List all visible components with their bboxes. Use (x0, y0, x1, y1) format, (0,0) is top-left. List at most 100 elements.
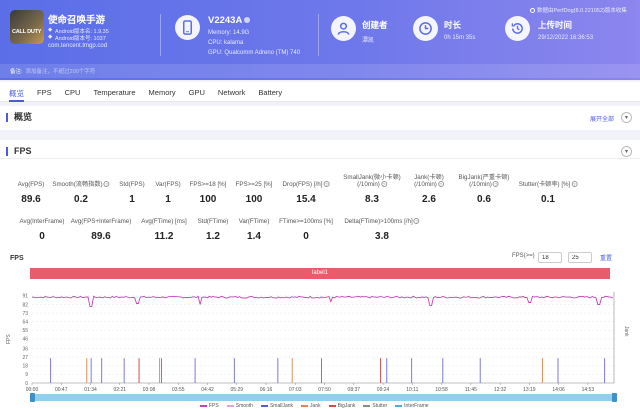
metric-label: Smooth(流畅指数)? (52, 181, 110, 188)
metric-value: 100 (199, 194, 217, 205)
metric-label: Std(FTime) (197, 218, 229, 225)
tab-battery[interactable]: Battery (258, 88, 283, 97)
fps-chart-title: FPS (10, 255, 24, 262)
fps-max-input[interactable] (568, 252, 592, 263)
x-tick-label: 14:06 (552, 387, 565, 393)
help-icon[interactable]: ? (413, 218, 420, 225)
x-tick-label: 10:11 (406, 387, 418, 393)
tab-memory[interactable]: Memory (148, 88, 176, 97)
time-range-slider[interactable] (32, 394, 614, 401)
legend-swatch (260, 405, 268, 407)
legend-label: InterFrame (404, 403, 429, 409)
history-icon (505, 16, 530, 41)
legend-swatch (301, 405, 309, 407)
reset-button[interactable]: 重置 (600, 256, 613, 262)
x-tick-label: 02:21 (114, 387, 127, 393)
x-tick-label: 12:32 (494, 387, 507, 393)
overview-title: 概览 (6, 113, 32, 122)
legend-item[interactable]: Smooth (226, 403, 253, 409)
app-icon-text: CALL DUTY (12, 29, 42, 35)
legend-swatch (363, 405, 371, 407)
tab-temperature[interactable]: Temperature (93, 88, 136, 97)
metric-value: 0 (303, 231, 309, 242)
legend-item[interactable]: Jank (301, 403, 321, 409)
fps-chart[interactable]: 91 82 73 64 55 46 36 27 18 9 0 FPS Jank 00:00 00:47 01:… (0, 282, 640, 394)
metric-label: Drop(FPS) [/h]? (282, 181, 330, 188)
x-tick-label: 14:53 (582, 387, 595, 393)
x-tick-label: 04:42 (201, 387, 214, 393)
metric-label: Delta(FTime)>100ms [/h]? (344, 218, 420, 225)
x-tick-label: 03:55 (172, 387, 185, 393)
metric-label: FPS>=25 [%] (235, 181, 273, 188)
x-tick-label: 05:29 (231, 387, 244, 393)
device-gpu: GPU: Qualcomm Adreno (TM) 740 (208, 50, 301, 56)
legend-item[interactable]: FPS (200, 403, 219, 409)
help-icon[interactable]: ? (437, 181, 444, 188)
metric-value: 89.6 (91, 231, 111, 242)
tab-overview[interactable]: 概览 (9, 82, 24, 102)
duration-label: 时长 (444, 20, 462, 30)
x-tick-label: 09:24 (377, 387, 390, 393)
fps-panel-title: FPS (6, 147, 32, 156)
tab-gpu[interactable]: GPU (188, 88, 205, 97)
x-tick-label: 13:19 (523, 387, 536, 393)
metric-label: Stutter(卡顿率) [%]? (518, 181, 578, 188)
legend-item[interactable]: InterFrame (395, 403, 429, 409)
legend-item[interactable]: BigJank (328, 403, 355, 409)
help-icon[interactable]: ? (571, 181, 578, 188)
help-icon[interactable]: ? (323, 181, 330, 188)
x-tick-label: 00:00 (26, 387, 39, 393)
header-divider (318, 14, 319, 56)
metric-label: Var(FPS) (155, 181, 181, 188)
header-divider (160, 14, 161, 56)
y-tick-label: 55 (22, 328, 28, 334)
metric-value: 0.2 (74, 194, 88, 205)
x-tick-label: 00:47 (55, 387, 68, 393)
metric-value: 1.4 (247, 231, 261, 242)
metric-value: 100 (245, 194, 263, 205)
legend-swatch (226, 405, 234, 407)
overview-collapse-button[interactable]: ▾ (621, 112, 632, 123)
metric-value: 8.3 (365, 194, 379, 205)
metric-value: 2.6 (422, 194, 436, 205)
note-bar[interactable]: 备注: 添加备注，不超过200个字符 (0, 64, 640, 78)
x-tick-label: 11:45 (465, 387, 477, 393)
expand-all-link[interactable]: 展开全部 (590, 117, 615, 123)
tab-fps[interactable]: FPS (37, 88, 52, 97)
metric-label: BigJank(严重卡顿) (/10min)? (458, 174, 510, 188)
upload-time-label: 上传时间 (538, 20, 573, 30)
tab-cpu[interactable]: CPU (64, 88, 81, 97)
legend-item[interactable]: SmallJank (260, 403, 293, 409)
legend-swatch (328, 405, 336, 407)
slider-handle-right[interactable] (612, 393, 617, 402)
help-icon[interactable]: ? (380, 181, 387, 188)
metric-label: Avg(FPS) (17, 181, 45, 188)
label-bar[interactable]: label1 (30, 268, 610, 279)
clock-icon (413, 16, 438, 41)
slider-handle-left[interactable] (30, 393, 35, 402)
report-tabs: 概览 FPS CPU Temperature Memory GPU Networ… (0, 82, 640, 102)
report-header: CALL DUTY 使命召唤手游 ◆ Android版本名: 1.9.35 ◆ … (0, 0, 640, 80)
overview-panel: 概览 展开全部 ▾ (0, 106, 640, 130)
y-tick-label: 91 (22, 294, 28, 300)
note-input[interactable]: 添加备注，不超过200个字符 (25, 69, 96, 75)
tab-network[interactable]: Network (217, 88, 246, 97)
app-icon: CALL DUTY (10, 10, 44, 44)
metric-label: Jank(卡顿) (/10min)? (414, 174, 444, 188)
fps-min-input[interactable] (538, 252, 562, 263)
x-tick-label: 07:50 (318, 387, 331, 393)
metric-value: 11.2 (154, 231, 174, 242)
fps-series-line (31, 295, 613, 307)
device-info-icon[interactable] (244, 17, 251, 24)
help-icon[interactable]: ? (103, 181, 110, 188)
fps-collapse-button[interactable]: ▾ (621, 146, 632, 157)
android-icon: ◆ (48, 34, 53, 40)
legend-label: Stutter (372, 403, 388, 409)
help-icon[interactable]: ? (492, 181, 499, 188)
chart-legend: FPS Smooth SmallJank Jank BigJank Stutter Inte… (200, 403, 437, 409)
info-icon (530, 8, 535, 14)
metric-value: 89.6 (21, 194, 41, 205)
metric-label: Var(FTime) (238, 218, 270, 225)
legend-item[interactable]: Stutter (363, 403, 387, 409)
app-name: 使命召唤手游 (48, 15, 106, 26)
